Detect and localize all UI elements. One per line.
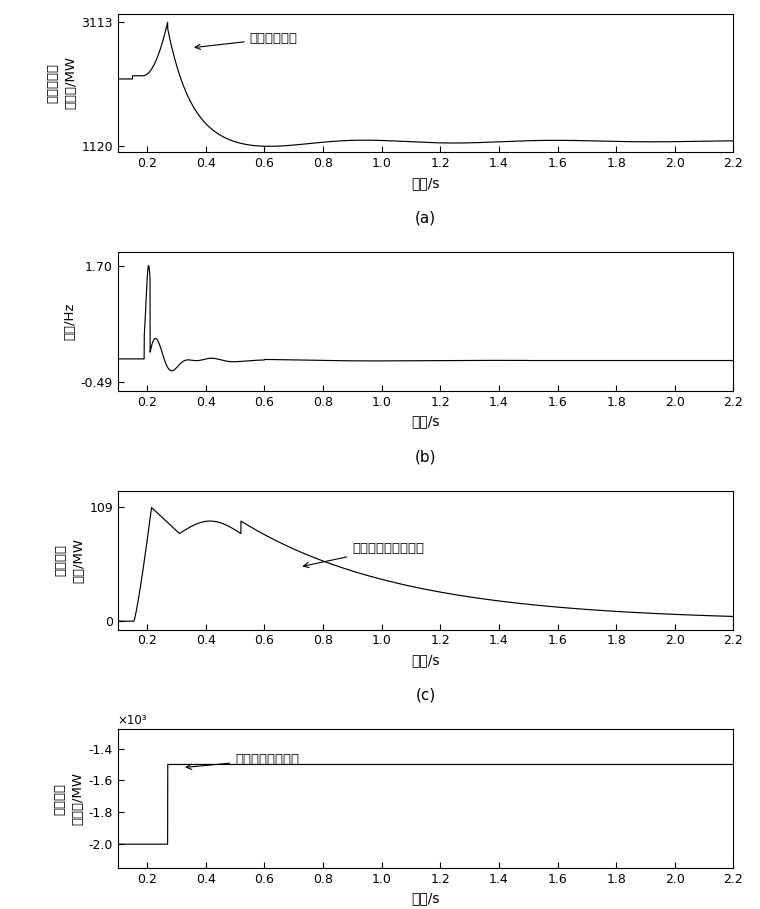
Text: 频率控制器输出清零: 频率控制器输出清零 [303, 542, 424, 567]
Text: 交流线路跳闸: 交流线路跳闸 [195, 32, 298, 49]
X-axis label: 时间/s: 时间/s [411, 653, 440, 667]
Text: (b): (b) [415, 449, 436, 464]
Text: (a): (a) [415, 211, 436, 225]
X-axis label: 时间/s: 时间/s [411, 892, 440, 905]
Y-axis label: 双极功率
指令值/MW: 双极功率 指令值/MW [53, 773, 84, 825]
Y-axis label: 频差/Hz: 频差/Hz [64, 303, 77, 340]
Text: (c): (c) [416, 688, 435, 703]
Text: 安稳动作回降直流: 安稳动作回降直流 [186, 754, 299, 769]
Y-axis label: 双极总功率
测量值/MW: 双极总功率 测量值/MW [46, 56, 78, 109]
X-axis label: 时间/s: 时间/s [411, 415, 440, 428]
Y-axis label: 频率控制
输出/MW: 频率控制 输出/MW [54, 537, 85, 583]
X-axis label: 时间/s: 时间/s [411, 175, 440, 190]
Text: ×10³: ×10³ [117, 714, 147, 726]
